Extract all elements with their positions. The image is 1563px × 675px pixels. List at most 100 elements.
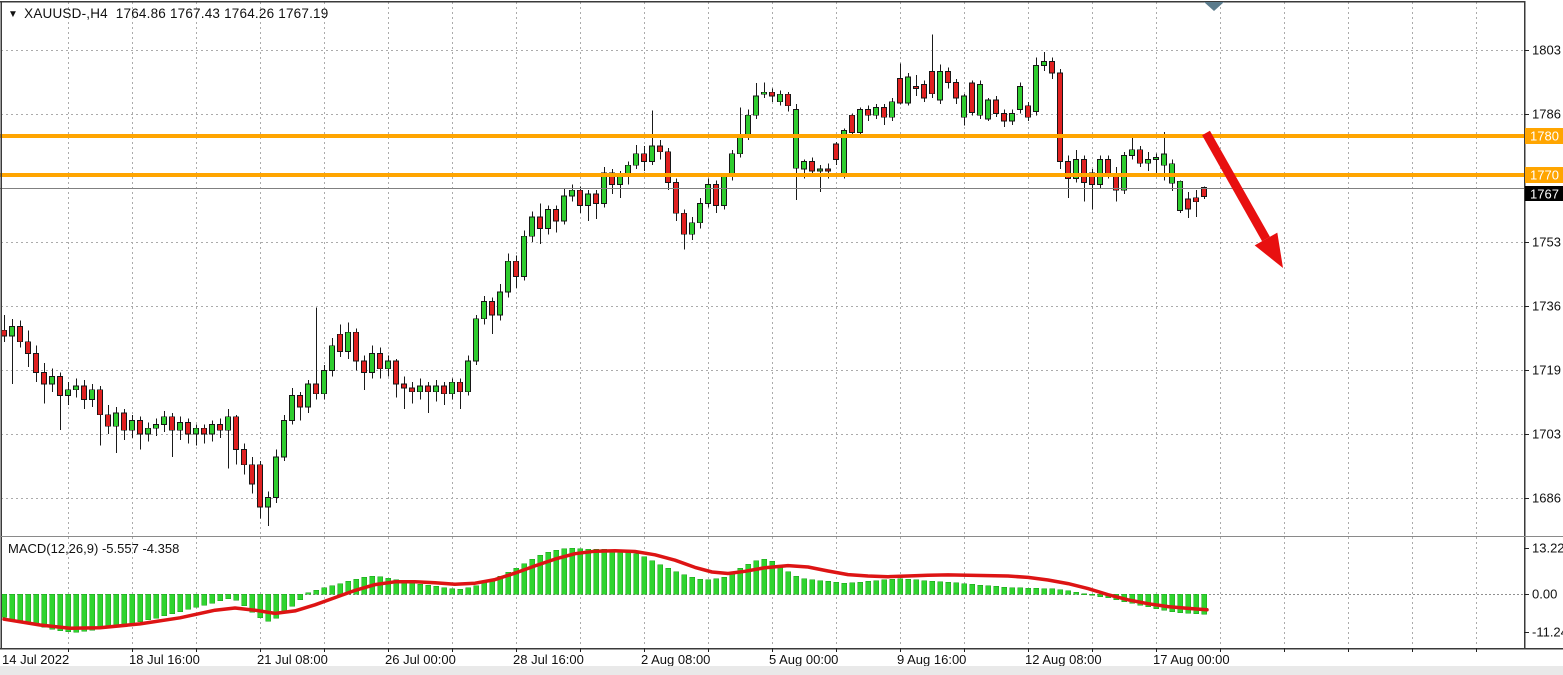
candle — [169, 412, 175, 458]
candle-body — [241, 448, 247, 466]
macd-bar — [753, 560, 759, 595]
candle-body — [65, 389, 71, 396]
ohlc-high: 1767.43 — [169, 6, 221, 21]
macd-bar — [49, 593, 55, 630]
candle — [553, 205, 559, 233]
candle — [1, 314, 7, 342]
macd-bar — [713, 578, 719, 595]
candle — [761, 82, 767, 98]
candle — [185, 418, 191, 444]
candle-body — [961, 95, 967, 118]
candle — [737, 107, 743, 158]
candle — [17, 320, 23, 348]
candle — [513, 255, 519, 289]
candle-body — [657, 145, 663, 153]
macd-bar — [649, 560, 655, 595]
macd-bar — [609, 549, 615, 595]
candle — [881, 103, 887, 125]
price-axis: 1803 1786 1753 1736 1719 1703 1686 1780 1770 1767… — [1524, 43, 1563, 640]
macd-bar — [25, 593, 31, 624]
candle-body — [1009, 112, 1015, 122]
candle — [209, 420, 215, 442]
candle-body — [1153, 157, 1159, 160]
macd-bar — [937, 581, 943, 595]
candle — [1073, 149, 1079, 183]
macd-bar — [665, 568, 671, 595]
price-tick-label: 1786 — [1532, 107, 1561, 122]
candle-body — [537, 216, 543, 229]
ohlc-open: 1764.86 — [115, 6, 166, 21]
candle-body — [873, 107, 879, 116]
macd-bar — [697, 578, 703, 595]
candle-body — [945, 71, 951, 84]
candle — [73, 378, 79, 398]
candle-body — [633, 153, 639, 166]
candle — [1129, 136, 1135, 160]
macd-bar — [225, 593, 231, 599]
trend-arrow[interactable] — [1202, 130, 1283, 268]
candle — [105, 405, 111, 434]
candle-body — [705, 183, 711, 204]
candle-body — [673, 182, 679, 214]
candle-body — [889, 101, 895, 118]
macd-bar — [249, 593, 255, 613]
candle — [441, 382, 447, 406]
candle — [425, 382, 431, 413]
candle-body — [265, 496, 271, 508]
candle-body — [737, 135, 743, 155]
macd-bar — [801, 578, 807, 595]
price-tick-label: 1753 — [1532, 235, 1561, 250]
candle — [177, 416, 183, 440]
macd-bar — [913, 579, 919, 595]
candle — [577, 186, 583, 214]
candle — [401, 376, 407, 410]
macd-bar — [521, 563, 527, 595]
candle-body — [665, 151, 671, 183]
macd-bar — [185, 593, 191, 610]
chart-shift-marker[interactable] — [1204, 2, 1224, 11]
candle — [233, 414, 239, 465]
candle — [1025, 101, 1031, 122]
candle-body — [433, 385, 439, 393]
candle-body — [929, 71, 935, 95]
candle — [561, 188, 567, 225]
candle — [921, 80, 927, 102]
candle — [865, 105, 871, 122]
macd-bar — [569, 548, 575, 595]
window-bottom-strip — [0, 666, 1563, 675]
candle-body — [1121, 155, 1127, 191]
macd-bar — [417, 584, 423, 595]
candle-body — [769, 91, 775, 97]
candle-body — [577, 189, 583, 206]
candle — [713, 180, 719, 214]
candle-body — [593, 193, 599, 204]
candle-body — [393, 360, 399, 385]
time-tick-label: 28 Jul 16:00 — [513, 652, 584, 667]
candle-body — [313, 383, 319, 395]
candle — [217, 418, 223, 438]
candle — [497, 284, 503, 321]
macd-bar — [985, 585, 991, 595]
candle-body — [1089, 172, 1095, 185]
symbol-dropdown-icon[interactable]: ▼ — [8, 9, 19, 20]
candle — [681, 209, 687, 250]
macd-bar — [1185, 593, 1191, 614]
candle — [769, 88, 775, 102]
candle — [977, 80, 983, 120]
candle-body — [465, 360, 471, 393]
macd-bar — [457, 589, 463, 595]
candle-body — [1, 329, 7, 337]
candle-body — [417, 385, 423, 393]
candle-body — [681, 212, 687, 235]
candle — [273, 449, 279, 504]
candle — [945, 67, 951, 89]
candle-body — [1137, 149, 1143, 164]
candle-body — [1113, 174, 1119, 191]
candle — [345, 322, 351, 360]
time-tick-label: 14 Jul 2022 — [2, 652, 69, 667]
macd-histogram-layer — [1, 548, 1207, 633]
candle-body — [329, 345, 335, 372]
macd-signal-value: -4.358 — [142, 541, 180, 556]
candles-layer — [1, 34, 1207, 527]
